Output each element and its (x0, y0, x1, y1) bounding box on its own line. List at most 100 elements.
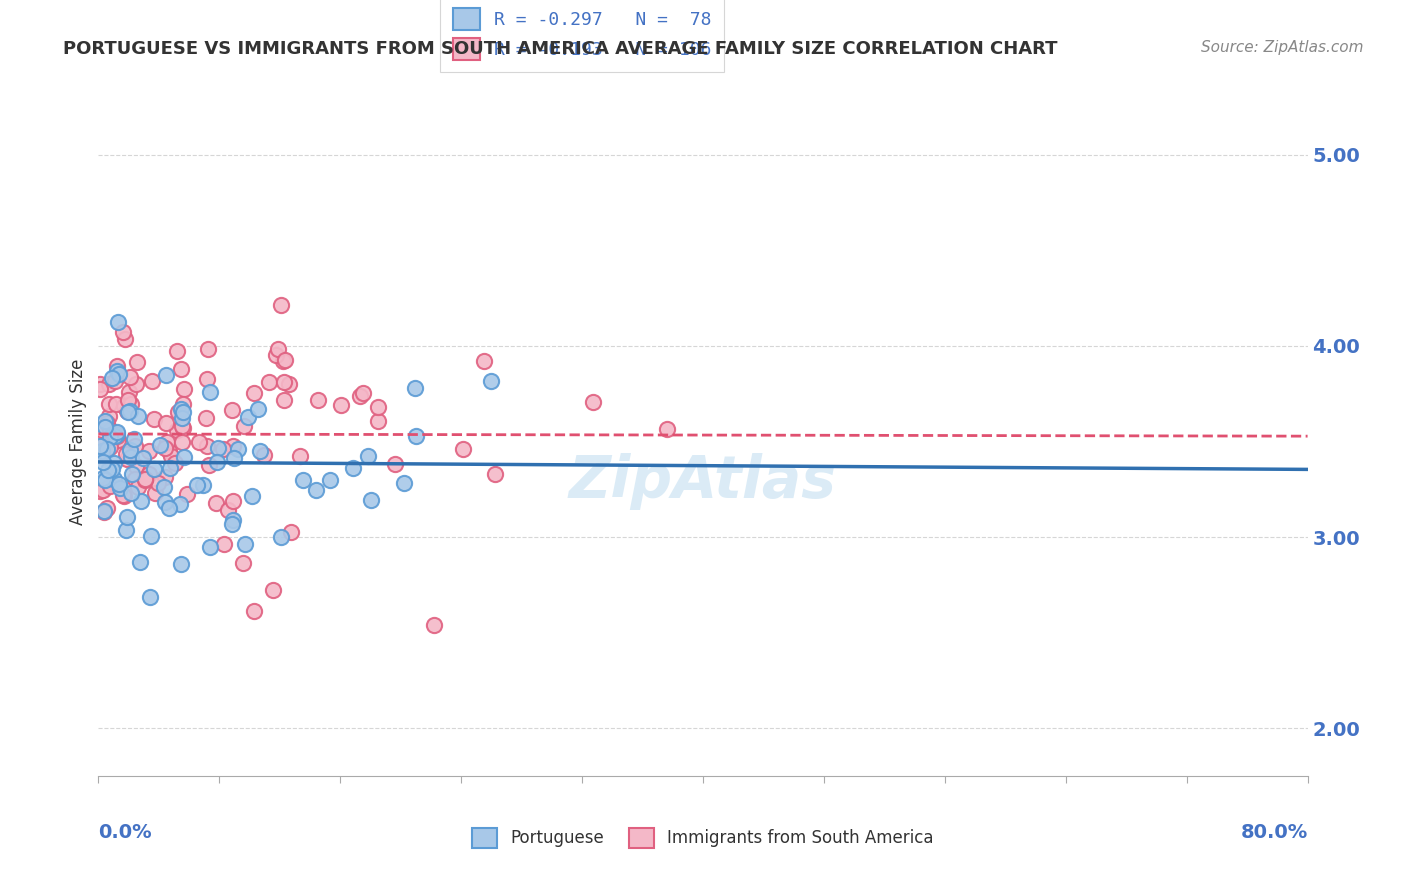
Point (243, 604, 266, 618)
Point (155, 368, 177, 383)
Text: 0.0%: 0.0% (98, 822, 152, 842)
Point (329, 398, 352, 412)
Point (141, 374, 163, 388)
Text: 80.0%: 80.0% (1240, 822, 1308, 842)
Point (405, 428, 427, 442)
Point (93, 473, 115, 487)
Point (153, 470, 176, 484)
Point (115, 510, 138, 524)
Point (105, 429, 128, 443)
Point (170, 362, 193, 376)
Point (96, 500, 118, 515)
Point (291, 473, 314, 487)
Point (392, 475, 415, 490)
Point (357, 449, 380, 463)
Point (118, 404, 141, 418)
Point (186, 478, 208, 492)
Point (173, 450, 195, 464)
Point (93, 504, 115, 518)
Point (104, 428, 127, 442)
Point (153, 495, 176, 509)
Point (127, 480, 149, 494)
Point (98, 424, 121, 438)
Point (105, 359, 128, 374)
Point (112, 489, 135, 503)
Point (453, 442, 475, 457)
Point (108, 481, 131, 495)
Point (280, 524, 302, 539)
Point (195, 439, 218, 453)
Point (238, 410, 260, 425)
Point (170, 557, 193, 571)
Point (115, 404, 138, 418)
Point (105, 425, 128, 439)
Point (138, 591, 160, 605)
Point (159, 461, 181, 475)
Point (235, 537, 257, 551)
Point (172, 405, 194, 419)
Point (101, 370, 124, 384)
Point (273, 376, 295, 390)
Point (107, 368, 129, 382)
Point (170, 419, 193, 434)
Point (91, 483, 114, 498)
Point (367, 400, 389, 414)
Point (94, 419, 117, 434)
Point (98, 397, 121, 411)
Point (240, 490, 263, 504)
Point (172, 397, 194, 411)
Point (266, 342, 288, 356)
Point (138, 444, 160, 458)
Point (159, 449, 181, 463)
Point (127, 409, 149, 423)
Point (120, 485, 142, 500)
Point (129, 494, 152, 508)
Point (222, 450, 245, 465)
Point (423, 617, 446, 632)
Point (253, 448, 276, 462)
Point (205, 495, 228, 509)
Point (89, 483, 111, 498)
Point (91, 471, 114, 485)
Point (197, 342, 219, 356)
Point (157, 501, 180, 516)
Point (89, 382, 111, 396)
Point (353, 385, 375, 400)
Point (132, 451, 155, 466)
Point (262, 583, 284, 598)
Point (148, 475, 170, 490)
Point (384, 457, 406, 471)
Point (125, 459, 148, 474)
Point (198, 541, 221, 555)
Point (198, 384, 221, 399)
Point (89, 439, 111, 453)
Point (112, 399, 135, 413)
Point (156, 434, 179, 449)
Point (114, 332, 136, 346)
Point (349, 389, 371, 403)
Point (221, 516, 243, 531)
Point (404, 381, 426, 395)
Point (264, 348, 287, 362)
Point (97, 463, 120, 477)
Point (249, 444, 271, 458)
Point (107, 315, 129, 329)
Text: Source: ZipAtlas.com: Source: ZipAtlas.com (1201, 40, 1364, 55)
Point (96, 442, 118, 456)
Point (288, 450, 311, 464)
Text: ZipAtlas: ZipAtlas (569, 453, 837, 510)
Point (188, 435, 211, 450)
Point (191, 477, 214, 491)
Point (105, 426, 128, 441)
Point (114, 523, 136, 537)
Point (155, 416, 177, 430)
Point (170, 410, 193, 425)
Point (157, 444, 180, 458)
Point (101, 461, 124, 475)
Point (166, 344, 188, 359)
Point (111, 325, 134, 339)
Point (232, 556, 254, 570)
Point (205, 455, 228, 469)
Point (143, 412, 166, 426)
Point (120, 397, 142, 411)
